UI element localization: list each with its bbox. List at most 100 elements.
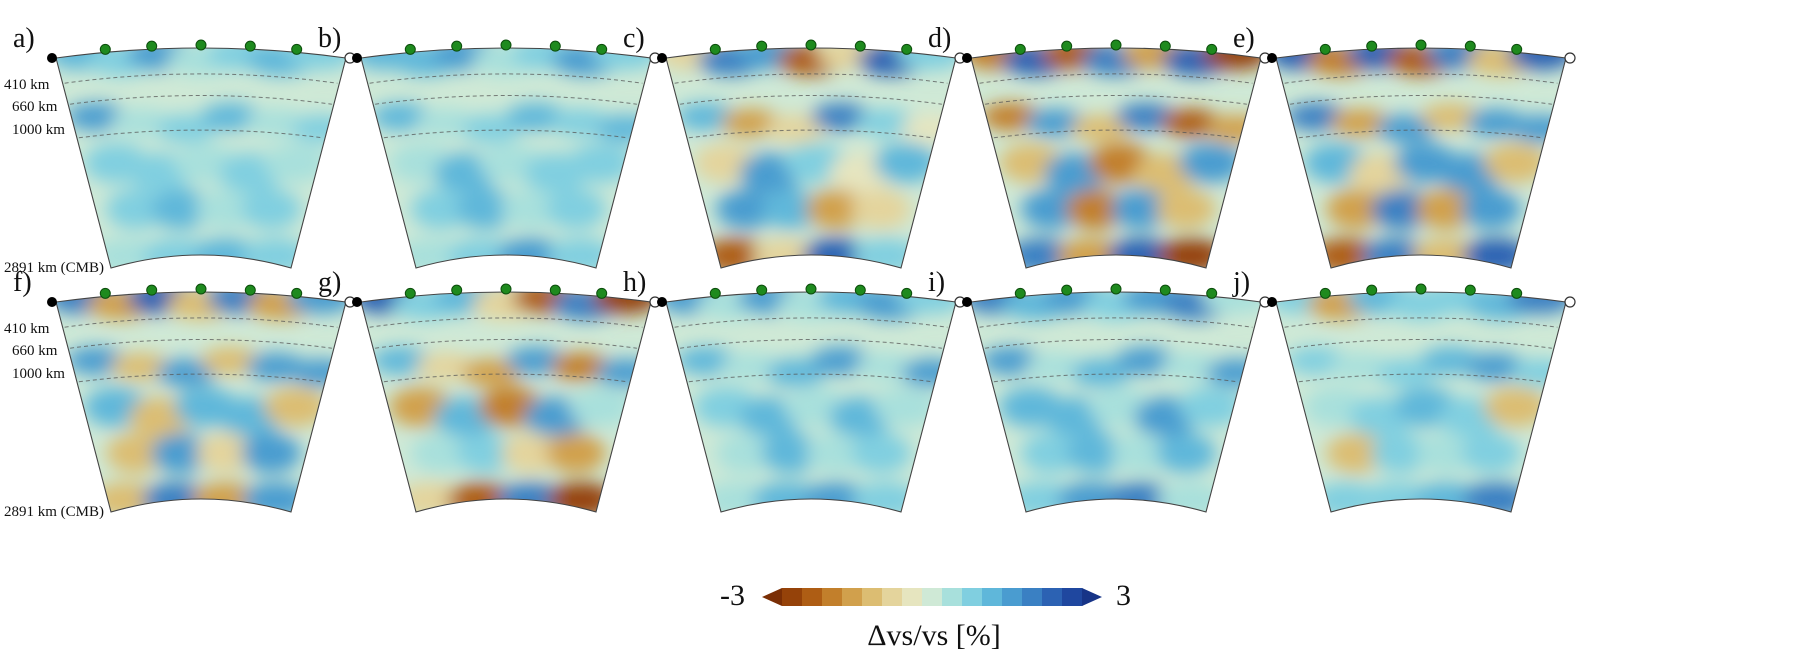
station-marker [99, 43, 111, 55]
depth-labels: 410 km 660 km 1000 km 2891 km (CMB) 410 km 66… [4, 77, 104, 520]
discontinuity-line [78, 129, 324, 139]
station-marker [1464, 284, 1476, 296]
colorbar-cell [962, 588, 983, 606]
depth-label: 660 km [12, 99, 58, 115]
profile-start-marker [352, 53, 362, 63]
station-marker [500, 283, 512, 295]
depth-label: 2891 km (CMB) [4, 504, 104, 520]
profile-start-marker [962, 297, 972, 307]
station-marker [291, 43, 303, 55]
panel-label: j) [1232, 267, 1250, 298]
depth-label: 410 km [4, 77, 50, 93]
panels: a) b) c) d) e) f) g) h) i) j) [13, 23, 1576, 513]
colorbar-cell [822, 588, 843, 606]
panel-j: j) [1232, 267, 1576, 513]
discontinuity-line [674, 317, 948, 328]
colorbar-cell [902, 588, 923, 606]
colorbar-cell [1062, 588, 1083, 606]
discontinuity-line [1298, 129, 1544, 139]
colorbar-cell [922, 588, 943, 606]
station-marker [291, 287, 303, 299]
station-marker [244, 284, 256, 296]
station-marker [1014, 287, 1026, 299]
panel-g: g) [318, 267, 661, 513]
station-marker [549, 284, 561, 296]
station-marker [404, 287, 416, 299]
depth-label: 1000 km [12, 366, 65, 382]
station-marker [404, 43, 416, 55]
profile-start-marker [657, 297, 667, 307]
profile-start-marker [47, 297, 57, 307]
discontinuity-line [979, 73, 1253, 84]
station-marker [756, 40, 768, 52]
profile-start-marker [1267, 53, 1277, 63]
panel-a: a) [13, 23, 356, 269]
discontinuity-line [64, 73, 338, 84]
station-marker [195, 39, 207, 51]
panel-label: h) [623, 267, 646, 298]
panel-label: d) [928, 23, 951, 54]
station-marker [1511, 43, 1523, 55]
colorbar-cell [1022, 588, 1043, 606]
discontinuity-line [688, 129, 934, 139]
station-marker [854, 40, 866, 52]
station-marker [1366, 284, 1378, 296]
velocity-field [361, 48, 651, 268]
profile-start-marker [962, 53, 972, 63]
panel-label: f) [13, 267, 32, 298]
station-marker [1014, 43, 1026, 55]
discontinuity-line [369, 73, 643, 84]
station-marker [596, 43, 608, 55]
colorbar-cell [882, 588, 903, 606]
profile-start-marker [352, 297, 362, 307]
discontinuity-line [383, 129, 629, 139]
panel-b: b) [318, 23, 661, 269]
depth-label: 1000 km [12, 122, 65, 138]
station-marker [1464, 40, 1476, 52]
colorbar-cell [1082, 588, 1102, 606]
station-marker [596, 287, 608, 299]
depth-label: 2891 km (CMB) [4, 260, 104, 276]
profile-start-marker [1267, 297, 1277, 307]
discontinuity-line [674, 73, 948, 84]
discontinuity-line [979, 317, 1253, 328]
station-marker [1206, 43, 1218, 55]
station-marker [1061, 284, 1073, 296]
station-marker [451, 40, 463, 52]
discontinuity-line [993, 129, 1239, 139]
station-marker [451, 284, 463, 296]
velocity-field [666, 48, 956, 268]
station-marker [1366, 40, 1378, 52]
discontinuity-line [64, 317, 338, 328]
discontinuity-line [993, 373, 1239, 383]
station-marker [146, 284, 158, 296]
velocity-field [56, 48, 346, 268]
station-marker [901, 287, 913, 299]
colorbar-cell [802, 588, 823, 606]
station-marker [1061, 40, 1073, 52]
station-marker [1415, 283, 1427, 295]
station-marker [500, 39, 512, 51]
panel-d: d) [928, 23, 1271, 269]
panel-label: i) [928, 267, 945, 298]
station-marker [901, 43, 913, 55]
station-marker [1415, 39, 1427, 51]
panel-label: g) [318, 267, 341, 298]
station-marker [195, 283, 207, 295]
colorbar-cell [842, 588, 863, 606]
velocity-field [1276, 292, 1566, 512]
discontinuity-line [78, 373, 324, 383]
velocity-field [666, 292, 956, 512]
depth-label: 660 km [12, 343, 58, 359]
depth-label: 410 km [4, 321, 50, 337]
station-marker [1159, 284, 1171, 296]
station-marker [99, 287, 111, 299]
colorbar-cell [942, 588, 963, 606]
colorbar-cell [982, 588, 1003, 606]
discontinuity-line [1284, 317, 1558, 328]
station-marker [805, 283, 817, 295]
panel-label: b) [318, 23, 341, 54]
station-marker [709, 287, 721, 299]
velocity-field [1276, 48, 1566, 268]
